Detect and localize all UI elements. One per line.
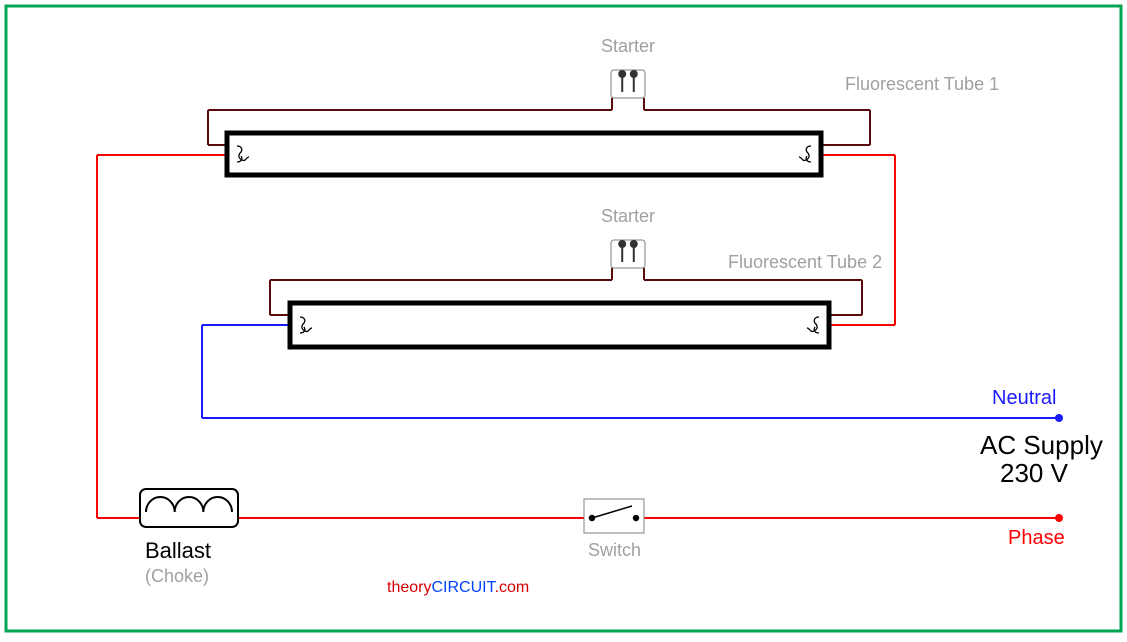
label-ac-supply-1: AC Supply [980, 430, 1103, 460]
label-ac-supply-2: 230 V [1000, 458, 1069, 488]
label-ballast: Ballast [145, 538, 211, 563]
circuit-svg: Starter Fluorescent Tube 1 Starter Fluor… [0, 0, 1127, 637]
phase-terminal-dot [1055, 514, 1063, 522]
label-starter-2: Starter [601, 206, 655, 226]
label-choke: (Choke) [145, 566, 209, 586]
diagram-canvas: Starter Fluorescent Tube 1 Starter Fluor… [0, 0, 1127, 637]
starter-2 [611, 240, 645, 268]
label-neutral: Neutral [992, 387, 1056, 409]
switch [584, 499, 644, 533]
label-switch: Switch [588, 540, 641, 560]
ballast-choke [140, 489, 238, 527]
fluorescent-tube-1 [227, 133, 821, 175]
starter-1 [611, 70, 645, 98]
watermark: theoryCIRCUIT.com [387, 579, 529, 596]
label-starter-1: Starter [601, 36, 655, 56]
neutral-terminal-dot [1055, 414, 1063, 422]
fluorescent-tube-2 [290, 303, 829, 347]
label-phase: Phase [1008, 527, 1065, 549]
label-tube-1: Fluorescent Tube 1 [845, 74, 999, 94]
label-tube-2: Fluorescent Tube 2 [728, 252, 882, 272]
